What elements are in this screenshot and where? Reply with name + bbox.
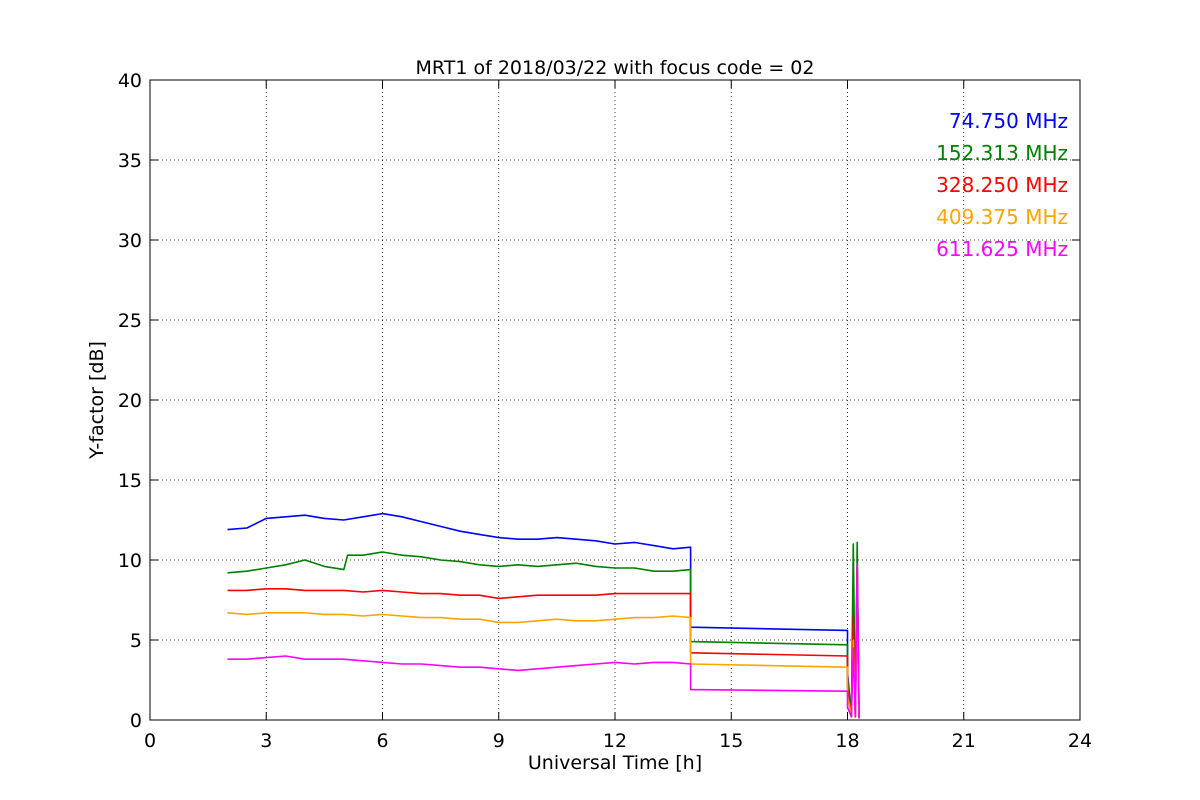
x-tick-label: 3 xyxy=(260,730,272,752)
x-tick-label: 0 xyxy=(144,730,156,752)
series-line xyxy=(227,599,860,719)
y-tick-label: 40 xyxy=(118,70,142,92)
legend-entry: 409.375 MHz xyxy=(936,205,1068,229)
y-tick-label: 0 xyxy=(130,710,142,732)
y-tick-label: 5 xyxy=(130,630,142,652)
y-tick-label: 20 xyxy=(118,390,142,412)
legend-entry: 74.750 MHz xyxy=(949,109,1068,133)
legend-entry: 611.625 MHz xyxy=(936,237,1068,261)
y-axis-label: Y-factor [dB] xyxy=(86,341,108,460)
chart-title: MRT1 of 2018/03/22 with focus code = 02 xyxy=(416,57,815,79)
series-layer xyxy=(227,512,860,719)
legend-entry: 328.250 MHz xyxy=(936,173,1068,197)
legend-layer: 74.750 MHz 152.313 MHz 328.250 MHz 409.375 … xyxy=(936,109,1068,261)
x-axis-label: Universal Time [h] xyxy=(528,752,702,774)
y-tick-label: 35 xyxy=(118,150,142,172)
grid-layer xyxy=(150,80,1080,720)
y-tick-label: 10 xyxy=(118,550,142,572)
x-tick-label: 15 xyxy=(719,730,743,752)
series-line xyxy=(227,541,860,719)
y-tick-label: 30 xyxy=(118,230,142,252)
series-line xyxy=(227,562,860,719)
x-tick-label: 24 xyxy=(1068,730,1092,752)
y-tick-label: 15 xyxy=(118,470,142,492)
y-tick-label: 25 xyxy=(118,310,142,332)
tick-layer: 0 3 6 9 12 15 18 21 24 0 5 10 15 20 25 30 35 40 xyxy=(118,70,1092,752)
x-tick-label: 18 xyxy=(835,730,859,752)
series-line xyxy=(227,512,860,719)
x-tick-label: 21 xyxy=(952,730,976,752)
legend-entry: 152.313 MHz xyxy=(936,141,1068,165)
x-tick-label: 6 xyxy=(376,730,388,752)
x-tick-label: 9 xyxy=(493,730,505,752)
x-tick-label: 12 xyxy=(603,730,627,752)
